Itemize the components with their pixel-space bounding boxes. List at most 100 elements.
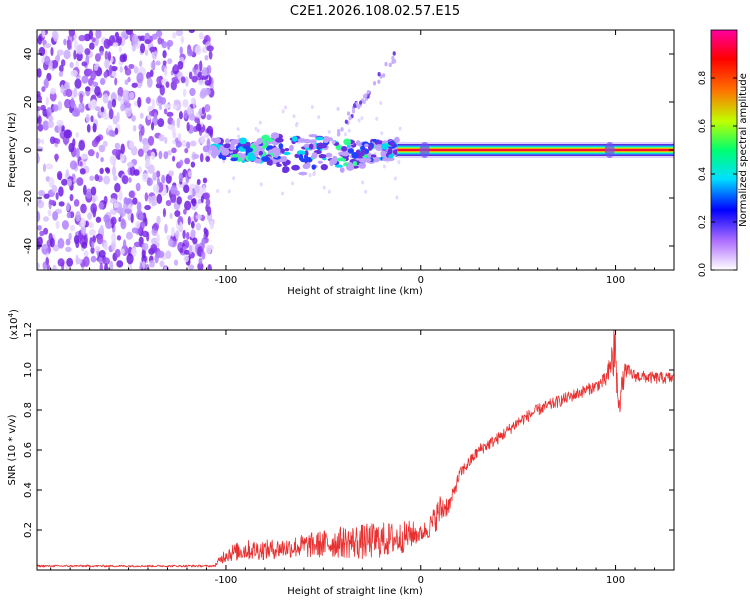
noise-blob	[204, 104, 211, 113]
noise-blob	[145, 49, 149, 56]
noise-blob	[88, 30, 94, 40]
noise-blob	[85, 220, 89, 228]
signal-blob	[268, 159, 273, 166]
noise-blob	[128, 190, 135, 198]
noise-blob	[118, 216, 122, 223]
signal-blob	[311, 164, 317, 170]
snr-panel: -100 0 100 1.2 1.0 0.8 0.6 0.4 0.2 Height of str…	[7, 309, 675, 597]
signal-blob	[266, 137, 274, 143]
noise-blob	[37, 68, 42, 78]
noise-blob	[125, 105, 133, 117]
signal-blob	[315, 136, 324, 141]
noise-blob	[82, 184, 87, 196]
noise-blob	[116, 260, 124, 268]
noise-blob	[83, 250, 89, 258]
signal-blob	[258, 150, 264, 156]
noise-blob	[187, 194, 193, 201]
noise-blob	[111, 232, 117, 244]
noise-blob	[52, 264, 57, 270]
noise-blob	[163, 67, 168, 77]
noise-blob	[45, 96, 49, 106]
signal-blob	[394, 136, 400, 144]
noise-blob	[162, 60, 167, 66]
noise-blob	[172, 32, 177, 39]
noise-blob	[43, 193, 50, 199]
noise-blob	[38, 46, 46, 57]
x-tick-label: 0	[418, 275, 424, 286]
noise-blob	[156, 193, 163, 205]
noise-blob	[114, 142, 121, 150]
y-tick-label: -20	[23, 190, 34, 206]
signal-blob	[238, 137, 248, 145]
noise-blob	[57, 238, 65, 249]
noise-blob	[357, 118, 361, 123]
noise-blob	[379, 101, 383, 106]
noise-blob	[94, 105, 101, 112]
noise-blob	[111, 165, 117, 177]
noise-blob	[184, 157, 191, 165]
noise-blob	[203, 227, 208, 234]
noise-blob	[310, 105, 314, 110]
noise-blob	[131, 115, 136, 122]
signal-blob	[270, 132, 280, 140]
noise-blob	[186, 106, 192, 116]
noise-blob	[65, 246, 72, 253]
noise-blob	[185, 231, 190, 240]
noise-blob	[116, 235, 122, 241]
noise-blob	[95, 216, 102, 223]
noise-blob	[190, 220, 195, 229]
signal-blob	[232, 149, 239, 153]
noise-blob	[202, 177, 208, 184]
noise-blob	[258, 120, 262, 125]
noise-blob	[256, 128, 260, 133]
signal-blob	[304, 150, 309, 157]
noise-blob	[45, 257, 50, 266]
noise-blob	[149, 260, 155, 268]
signal-blob	[360, 149, 365, 157]
signal-blob	[332, 155, 338, 161]
noise-blob	[195, 214, 202, 220]
signal-blob	[366, 158, 372, 162]
drift-blob	[337, 131, 341, 136]
signal-blob	[329, 159, 334, 167]
drift-blob	[357, 104, 361, 110]
noise-blob	[112, 42, 119, 48]
noise-blob	[142, 260, 146, 270]
noise-blob	[163, 108, 168, 115]
noise-blob	[81, 61, 88, 67]
noise-blob	[102, 140, 108, 148]
drift-blob	[351, 109, 356, 114]
signal-blob	[221, 156, 227, 161]
drift-blob	[382, 73, 386, 78]
noise-blob	[205, 244, 212, 255]
noise-blob	[207, 264, 212, 270]
noise-blob	[160, 97, 167, 105]
noise-blob	[128, 91, 135, 100]
noise-blob	[58, 124, 62, 134]
signal-blob	[282, 166, 290, 173]
noise-blob	[398, 126, 402, 131]
noise-blob	[103, 214, 110, 223]
signal-blob	[389, 141, 395, 147]
noise-blob	[189, 140, 197, 147]
noise-blob	[47, 120, 55, 129]
noise-blob	[43, 216, 50, 222]
noise-blob	[144, 204, 151, 211]
noise-blob	[110, 65, 118, 72]
noise-blob	[131, 44, 136, 52]
noise-blob	[208, 50, 213, 60]
noise-blob	[73, 234, 80, 245]
noise-blob	[158, 134, 165, 142]
noise-blob	[154, 253, 159, 264]
noise-blob	[108, 108, 114, 120]
noise-blob	[290, 181, 294, 186]
noise-blob	[42, 120, 50, 131]
noise-blob	[118, 46, 122, 53]
noise-blob	[44, 55, 51, 65]
signal-blob	[306, 162, 311, 168]
noise-blob	[88, 228, 96, 236]
signal-blob	[375, 144, 384, 151]
signal-blob	[271, 147, 281, 155]
noise-blob	[91, 241, 95, 249]
noise-blob	[90, 70, 96, 81]
